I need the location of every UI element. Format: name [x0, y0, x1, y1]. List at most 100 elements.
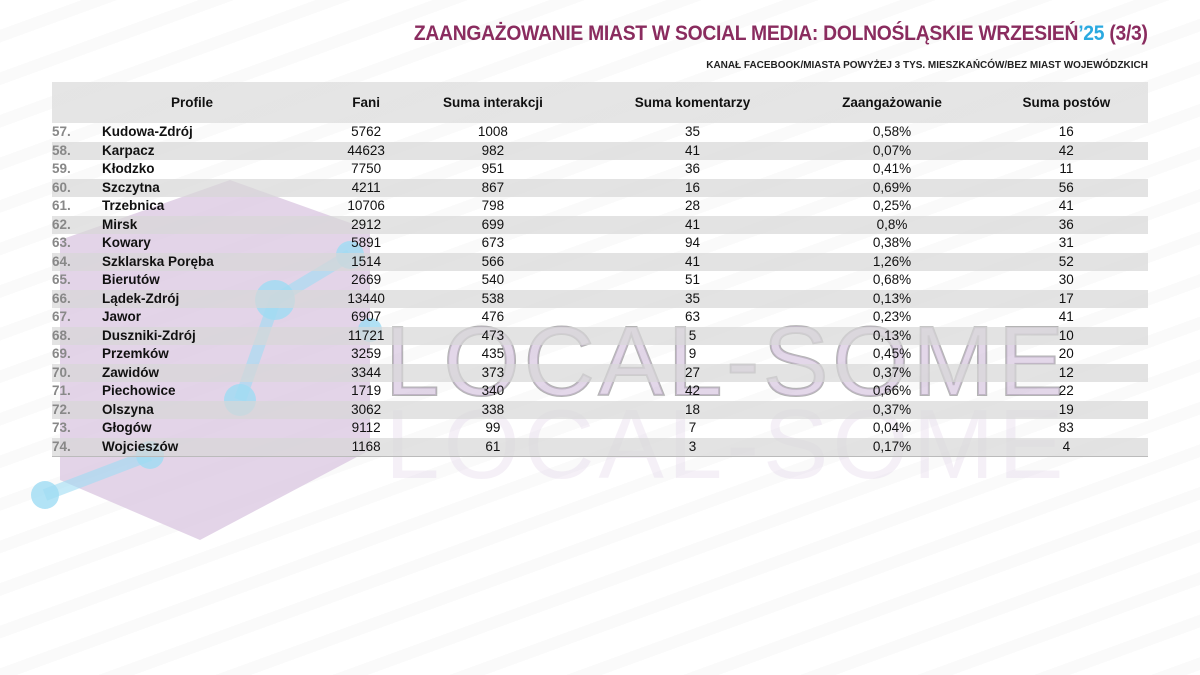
cell-name: Lądek-Zdrój — [102, 290, 180, 306]
cell-comments: 9 — [688, 346, 697, 362]
cell-fans: 7750 — [351, 161, 382, 177]
cell-comments: 7 — [688, 420, 697, 436]
table-row: 69. Przemków 3259 435 9 0,45% 20 — [52, 345, 1148, 364]
cell-engagement: 0,58% — [872, 124, 912, 140]
cell-name: Głogów — [102, 420, 152, 436]
column-header-engagement: Zaangażowanie — [842, 95, 942, 110]
table-row: 57. Kudowa-Zdrój 5762 1008 35 0,58% 16 — [52, 123, 1148, 142]
cell-comments: 28 — [684, 198, 700, 214]
cell-interactions: 340 — [481, 383, 505, 399]
page-title: ZAANGAŻOWANIE MIAST W SOCIAL MEDIA: DOLN… — [414, 22, 1148, 46]
cell-fans: 2912 — [351, 216, 382, 232]
cell-fans: 3344 — [351, 364, 382, 380]
cell-posts: 10 — [1058, 327, 1074, 343]
cell-interactions: 566 — [481, 253, 505, 269]
cell-rank: 71. — [52, 383, 71, 399]
cell-posts: 22 — [1058, 383, 1074, 399]
cell-posts: 16 — [1058, 124, 1074, 140]
cell-name: Kudowa-Zdrój — [102, 124, 193, 140]
cell-fans: 1514 — [351, 253, 382, 269]
cell-posts: 41 — [1058, 198, 1074, 214]
cell-rank: 69. — [52, 346, 71, 362]
cell-name: Jawor — [102, 309, 142, 325]
cell-name: Kłodzko — [102, 161, 155, 177]
cell-rank: 70. — [52, 364, 71, 380]
cell-rank: 68. — [52, 327, 71, 343]
cell-engagement: 0,37% — [872, 401, 912, 417]
cell-posts: 41 — [1058, 309, 1074, 325]
cell-interactions: 99 — [485, 420, 501, 436]
table-row: 72. Olszyna 3062 338 18 0,37% 19 — [52, 400, 1148, 419]
cell-rank: 67. — [52, 309, 71, 325]
cell-engagement: 0,8% — [876, 216, 908, 232]
cell-engagement: 0,17% — [872, 438, 912, 454]
cell-interactions: 673 — [481, 235, 505, 251]
column-header-interactions: Suma interakcji — [443, 95, 543, 110]
cell-comments: 35 — [684, 124, 700, 140]
cell-name: Kowary — [102, 235, 151, 251]
cell-comments: 18 — [684, 401, 700, 417]
table-bottom-border — [52, 455, 1148, 459]
cell-comments: 94 — [684, 235, 700, 251]
column-header-profile: Profile — [170, 95, 213, 110]
cell-posts: 56 — [1058, 179, 1074, 195]
cell-fans: 13440 — [347, 290, 385, 306]
cell-fans: 44623 — [347, 142, 385, 158]
table-row: 68. Duszniki-Zdrój 11721 473 5 0,13% 10 — [52, 326, 1148, 345]
title-part: (3/3) — [1104, 22, 1149, 45]
cell-posts: 17 — [1058, 290, 1074, 306]
cell-engagement: 1,26% — [872, 253, 912, 269]
cell-rank: 64. — [52, 253, 71, 269]
cell-comments: 63 — [684, 309, 700, 325]
cell-fans: 10706 — [347, 198, 385, 214]
cell-interactions: 1008 — [477, 124, 508, 140]
column-header-posts: Suma postów — [1022, 95, 1111, 110]
cell-name: Szklarska Poręba — [102, 253, 214, 269]
cell-fans: 9112 — [351, 420, 381, 436]
cell-name: Mirsk — [102, 216, 138, 232]
cell-engagement: 0,41% — [872, 161, 912, 177]
cell-name: Bierutów — [102, 272, 160, 288]
table-row: 61. Trzebnica 10706 798 28 0,25% 41 — [52, 197, 1148, 216]
cell-interactions: 867 — [481, 179, 505, 195]
table-row: 67. Jawor 6907 476 63 0,23% 41 — [52, 308, 1148, 327]
cell-comments: 41 — [684, 142, 700, 158]
cell-posts: 30 — [1058, 272, 1074, 288]
ranking-table: Profile Fani Suma interakcji Suma koment… — [52, 82, 1148, 459]
cell-comments: 41 — [684, 216, 700, 232]
cell-posts: 20 — [1058, 346, 1074, 362]
cell-interactions: 699 — [481, 216, 505, 232]
cell-name: Karpacz — [102, 142, 155, 158]
cell-rank: 74. — [52, 438, 71, 454]
cell-fans: 2669 — [351, 272, 382, 288]
table-row: 63. Kowary 5891 673 94 0,38% 31 — [52, 234, 1148, 253]
cell-interactions: 435 — [481, 346, 505, 362]
cell-fans: 5762 — [351, 124, 382, 140]
cell-name: Olszyna — [102, 401, 154, 417]
cell-fans: 3259 — [351, 346, 382, 362]
cell-interactions: 476 — [481, 309, 505, 325]
cell-posts: 31 — [1058, 235, 1074, 251]
cell-comments: 41 — [684, 253, 700, 269]
cell-name: Wojcieszów — [102, 438, 179, 454]
cell-engagement: 0,07% — [872, 142, 912, 158]
cell-rank: 61. — [52, 198, 71, 214]
cell-engagement: 0,04% — [872, 420, 912, 436]
cell-fans: 4211 — [351, 179, 381, 195]
cell-fans: 5891 — [351, 235, 382, 251]
cell-interactions: 373 — [481, 364, 505, 380]
cell-engagement: 0,38% — [872, 235, 912, 251]
table-row: 62. Mirsk 2912 699 41 0,8% 36 — [52, 215, 1148, 234]
cell-rank: 63. — [52, 235, 71, 251]
cell-posts: 42 — [1058, 142, 1074, 158]
cell-rank: 62. — [52, 216, 71, 232]
cell-engagement: 0,13% — [872, 327, 912, 343]
cell-posts: 36 — [1058, 216, 1074, 232]
cell-name: Trzebnica — [102, 198, 165, 214]
cell-interactions: 61 — [485, 438, 501, 454]
cell-comments: 36 — [684, 161, 700, 177]
cell-interactions: 338 — [481, 401, 505, 417]
cell-interactions: 798 — [481, 198, 505, 214]
cell-posts: 11 — [1059, 161, 1074, 177]
cell-posts: 4 — [1062, 438, 1071, 454]
